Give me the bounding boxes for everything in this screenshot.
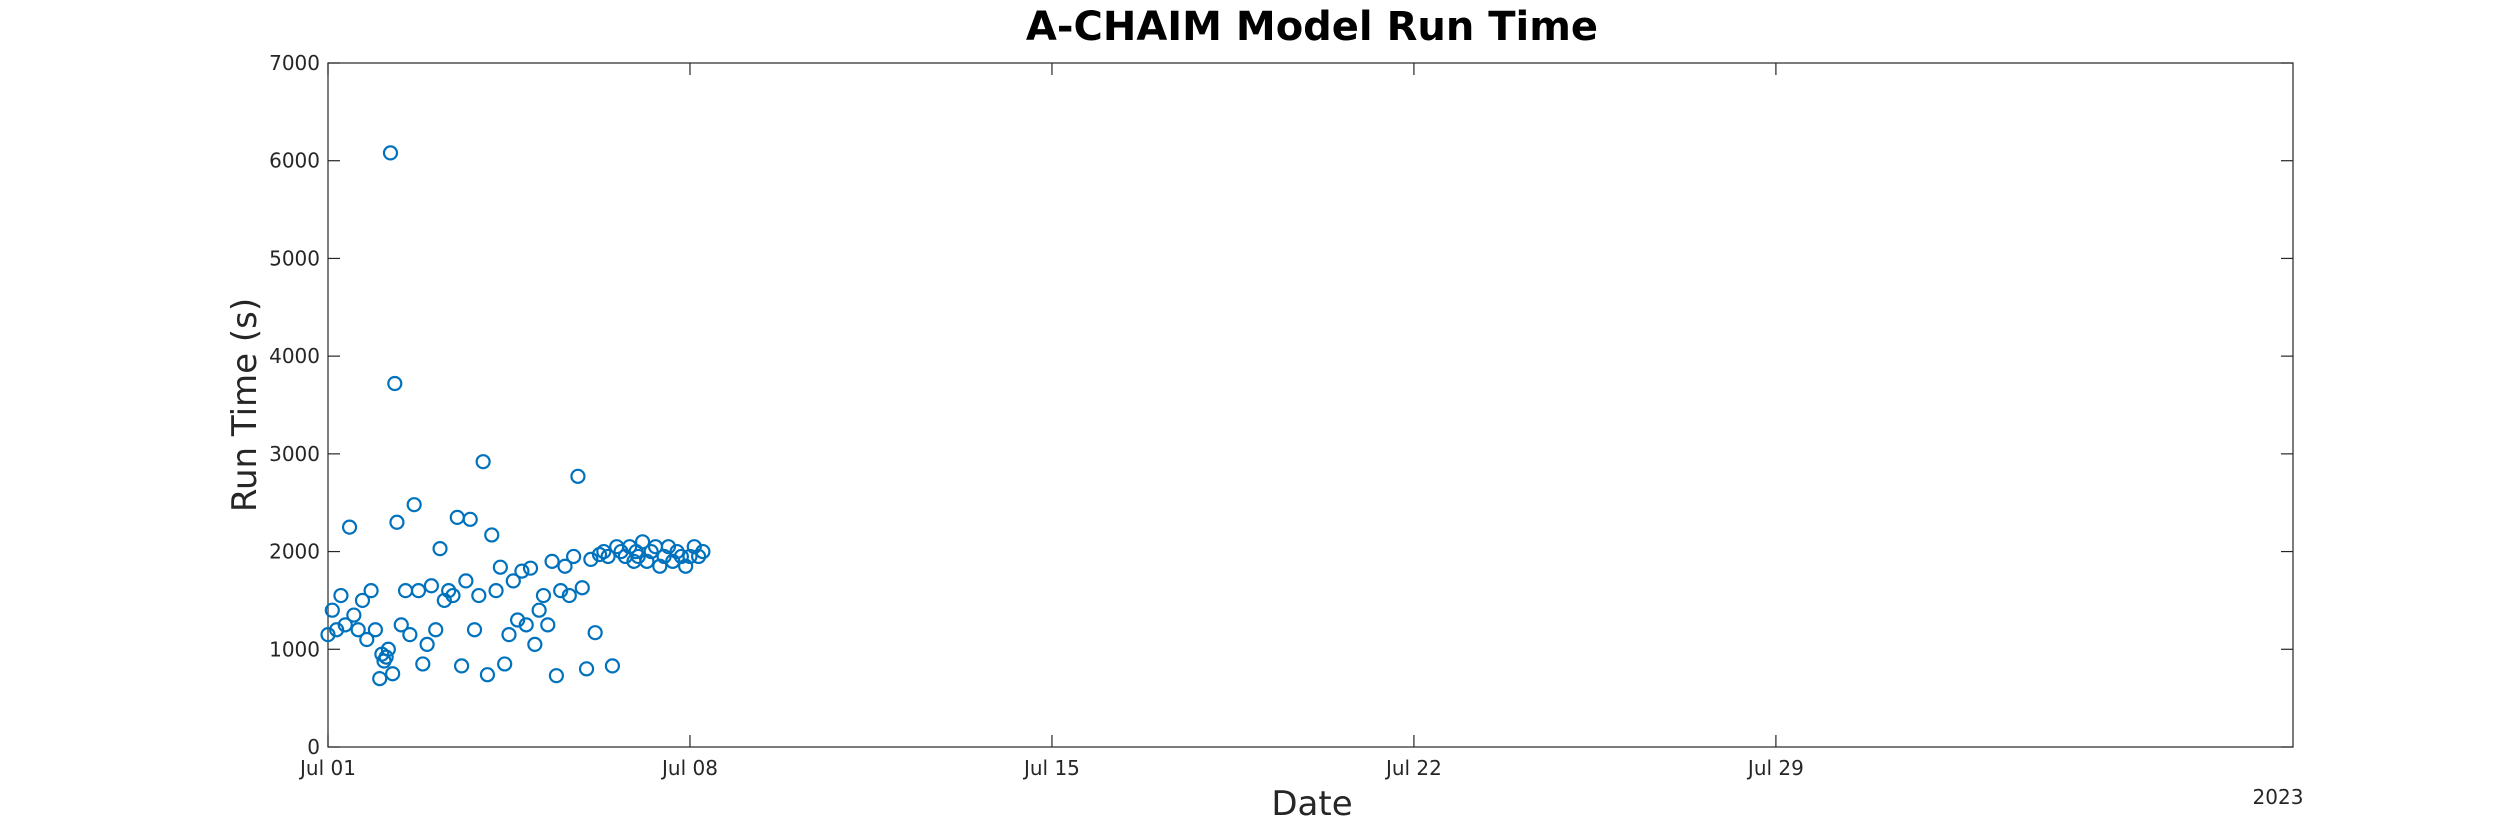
- data-point: [453, 658, 470, 674]
- x-axis-year-label: 2023: [2253, 785, 2304, 809]
- data-point: [329, 622, 345, 638]
- data-point: [535, 587, 552, 604]
- data-point: [527, 636, 543, 653]
- x-axis: Jul 01 Jul 08 Jul 15 Jul 22 Jul 29: [298, 63, 1804, 780]
- data-point: [531, 602, 547, 618]
- data-point: [324, 602, 340, 618]
- data-point: [333, 587, 349, 604]
- data-point: [432, 541, 448, 557]
- data-point: [406, 497, 422, 513]
- data-point: [337, 617, 353, 633]
- data-point: [544, 553, 560, 569]
- y-tick-label: 4000: [269, 344, 320, 368]
- y-tick-label: 0: [307, 735, 320, 759]
- data-point: [350, 622, 366, 638]
- data-point: [419, 636, 435, 653]
- y-tick-label: 5000: [269, 246, 320, 270]
- data-point: [557, 558, 573, 574]
- data-point: [389, 514, 405, 530]
- data-point: [690, 548, 707, 565]
- data-point: [596, 543, 612, 560]
- data-point: [346, 607, 362, 623]
- y-tick-label: 2000: [269, 540, 320, 564]
- data-point: [583, 551, 599, 567]
- data-point: [553, 583, 569, 599]
- data-point: [643, 543, 659, 560]
- data-point: [574, 580, 590, 596]
- data-point: [354, 592, 371, 609]
- data-point: [320, 627, 336, 643]
- x-tick-label: Jul 22: [1384, 756, 1442, 780]
- data-point: [522, 560, 539, 576]
- data-point: [634, 534, 651, 550]
- y-tick-label: 7000: [269, 51, 320, 75]
- data-point: [359, 631, 375, 648]
- data-point: [475, 454, 491, 470]
- data-point: [367, 622, 384, 638]
- data-point: [561, 587, 577, 604]
- data-point: [660, 539, 677, 555]
- data-point: [518, 617, 534, 633]
- data-point: [479, 667, 496, 683]
- data-point: [341, 519, 358, 535]
- data-point: [497, 656, 513, 672]
- x-tick-label: Jul 15: [1022, 756, 1080, 780]
- data-point: [587, 625, 603, 641]
- data-point: [415, 656, 431, 672]
- data-point: [380, 641, 396, 657]
- data-point: [604, 658, 621, 674]
- data-point: [378, 649, 394, 665]
- data-point: [669, 543, 685, 560]
- data-point: [488, 583, 504, 599]
- data-series: [320, 145, 711, 687]
- data-point: [385, 666, 401, 682]
- data-point: [484, 527, 500, 543]
- data-point: [630, 548, 646, 565]
- y-tick-label: 1000: [269, 637, 320, 661]
- data-point: [423, 578, 440, 594]
- data-point: [501, 627, 517, 643]
- data-point: [402, 627, 418, 643]
- data-point: [462, 511, 478, 527]
- data-point: [445, 587, 461, 604]
- chart-title: A-CHAIM Model Run Time: [1026, 4, 1598, 50]
- data-point: [514, 563, 530, 579]
- x-tick-label: Jul 29: [1746, 756, 1804, 780]
- x-tick-label: Jul 08: [660, 756, 718, 780]
- data-point: [387, 375, 403, 392]
- y-axis: 0 1000 2000 3000 4000 5000 6000 7000: [269, 51, 2293, 759]
- data-point: [695, 543, 711, 560]
- data-point: [505, 573, 521, 589]
- data-point: [410, 583, 427, 599]
- data-point: [613, 543, 629, 560]
- data-point: [466, 622, 483, 638]
- data-point: [458, 573, 474, 589]
- data-point: [471, 587, 487, 604]
- x-tick-label: Jul 01: [298, 756, 356, 780]
- data-point: [570, 468, 586, 484]
- data-point: [393, 617, 409, 633]
- data-point: [510, 612, 526, 628]
- y-tick-label: 6000: [269, 149, 320, 173]
- data-point: [578, 661, 595, 677]
- data-point: [540, 617, 556, 633]
- x-axis-label: Date: [1271, 784, 1352, 824]
- data-point: [428, 622, 444, 638]
- plot-area: [327, 62, 2294, 748]
- data-point: [441, 583, 457, 599]
- data-point: [492, 559, 508, 575]
- y-axis-label: Run Time (s): [225, 298, 265, 512]
- data-point: [600, 548, 616, 565]
- y-tick-label: 3000: [269, 442, 320, 466]
- data-point: [363, 583, 379, 599]
- data-point: [372, 670, 388, 687]
- data-point: [566, 548, 582, 565]
- data-point: [548, 668, 564, 684]
- data-point: [382, 145, 399, 161]
